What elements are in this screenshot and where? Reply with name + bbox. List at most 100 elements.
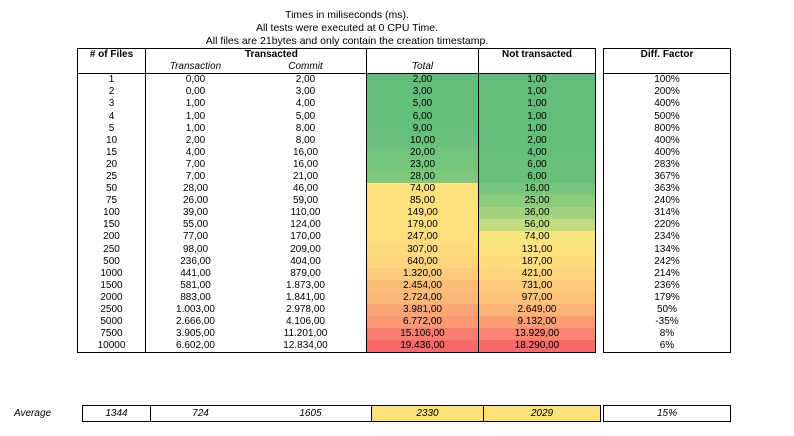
diff-row: 8% [603,328,731,341]
transaction-cell: 39,00 [182,207,209,219]
files-cell: 4 [77,110,146,123]
diff-cell: 214% [603,267,731,280]
table-row: 3 1,00 4,00 5,00 1,00 [77,98,596,111]
diff-cell: 242% [603,255,731,268]
diff-cell: 400% [603,146,731,159]
transaction-cell: 0,00 [185,86,206,98]
table-row: 1500 581,00 1.873,00 2.454,00 731,00 [77,279,596,292]
total-cell: 3.981,00 [366,303,479,317]
diff-row: 100% [603,73,731,87]
diff-row: 50% [603,303,731,317]
commit-cell: 12.834,00 [245,340,367,354]
table-row: 25 7,00 21,00 28,00 6,00 [77,170,596,184]
col-spacer [145,48,245,62]
files-cell: 250 [77,243,146,256]
diff-row: 314% [603,207,731,220]
total-cell: 2.724,00 [366,291,479,304]
diff-cell: 400% [603,134,731,147]
diff-row: 236% [603,279,731,292]
table-row: 2500 1.003,00 2.978,00 3.981,00 2.649,00 [77,303,596,317]
transaction-cell: 883,00 [180,291,211,303]
transaction-cell: 1,00 [185,98,206,110]
diff-row: 500% [603,110,731,123]
commit-cell: 170,00 [245,231,367,244]
diff-cell: 800% [603,122,731,135]
transaction-cell: 0,00 [185,74,206,86]
commit-cell: 21,00 [245,170,367,184]
col-spacer [77,61,146,75]
files-cell: 2000 [77,291,146,304]
commit-cell: 2,00 [245,73,367,87]
diff-cell: 6% [603,340,731,354]
average-files: 1344 [82,405,151,422]
not-transacted-cell: 36,00 [478,207,596,220]
diff-cell: 283% [603,158,731,171]
commit-cell: 59,00 [245,195,367,208]
total-cell: 2.454,00 [366,279,479,292]
transaction-cell: 1,00 [185,122,206,134]
diff-cell: 200% [603,86,731,99]
files-cell: 1 [77,73,146,87]
transaction-cell: 55,00 [182,219,209,231]
diff-row: 134% [603,243,731,256]
table-row: 5000 2.666,00 4.106,00 6.772,00 9.132,00 [77,316,596,329]
table-row: 4 1,00 5,00 6,00 1,00 [77,110,596,123]
total-cell: 9,00 [366,122,479,135]
commit-cell: 16,00 [245,158,367,171]
diff-cell: 400% [603,98,731,111]
not-transacted-cell: 1,00 [478,122,596,135]
average-label: Average [14,408,52,419]
total-cell: 2,00 [366,73,479,87]
average-row: Average 1344 724 1605 2330 2029 [8,405,601,422]
not-transacted-cell: 1,00 [478,73,596,87]
commit-cell: 2.978,00 [245,303,367,317]
files-cell: 15 [77,146,146,159]
table-row: 10000 6.602,00 12.834,00 19.436,00 18.290,00 [77,340,596,354]
table-row: 7500 3.905,00 11.201,00 15.106,00 13.929,00 [77,328,596,341]
files-cell: 150 [77,219,146,232]
diff-row: 283% [603,158,731,171]
diff-cell: 236% [603,279,731,292]
total-cell: 3,00 [366,86,479,99]
table-row: 150 55,00 124,00 179,00 56,00 [77,219,596,232]
diff-row: 363% [603,183,731,196]
files-cell: 500 [77,255,146,268]
commit-cell: 8,00 [245,134,367,147]
files-cell: 2 [77,86,146,99]
diff-row: 214% [603,267,731,280]
files-cell: 10000 [77,340,146,354]
total-cell: 5,00 [366,98,479,111]
table-row: 75 26,00 59,00 85,00 25,00 [77,195,596,208]
col-spacer [366,48,479,62]
diff-cell: 134% [603,243,731,256]
commit-cell: 3,00 [245,86,367,99]
not-transacted-cell: 18.290,00 [478,340,596,354]
not-transacted-cell: 2,00 [478,134,596,147]
commit-cell: 4,00 [245,98,367,111]
header-line-1: Times in miliseconds (ms). [285,9,409,21]
commit-cell: 209,00 [245,243,367,256]
files-cell: 200 [77,231,146,244]
diff-cell: 314% [603,207,731,220]
total-cell: 10,00 [366,134,479,147]
diff-row: 400% [603,146,731,159]
diff-row: 242% [603,255,731,268]
total-cell: 85,00 [366,195,479,208]
diff-row: 179% [603,291,731,304]
not-transacted-cell: 9.132,00 [478,316,596,329]
table-row: 20 7,00 16,00 23,00 6,00 [77,158,596,171]
not-transacted-cell: 1,00 [478,98,596,111]
files-cell: 20 [77,158,146,171]
col-spacer [603,61,731,75]
commit-cell: 1.841,00 [245,291,367,304]
table-row: 1 0,00 2,00 2,00 1,00 [77,73,596,87]
not-transacted-cell: 2.649,00 [478,303,596,317]
commit-cell: 110,00 [245,207,367,220]
diff-row: 240% [603,195,731,208]
diff-cell: 8% [603,328,731,341]
files-cell: 1500 [77,279,146,292]
diff-cell: 220% [603,219,731,232]
total-cell: 149,00 [366,207,479,220]
diff-header-row: Diff. Factor [603,48,731,62]
diff-factor-table: Diff. Factor 100% 200% 400% 500% 800% 400% 400… [603,48,731,354]
